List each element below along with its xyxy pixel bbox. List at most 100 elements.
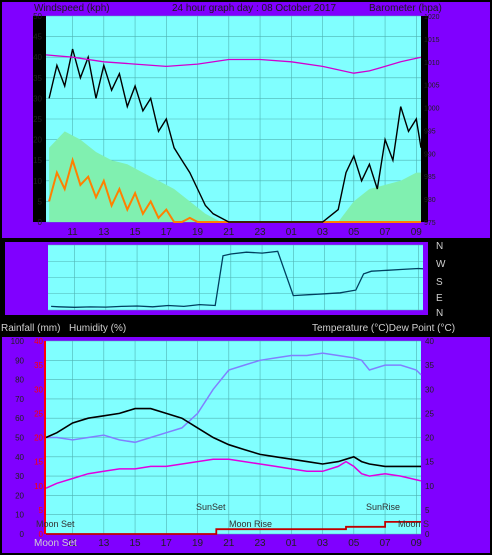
barometer-tick-label: 1020	[424, 14, 440, 21]
wind-tick-label: 20	[33, 136, 42, 145]
time-tick-label: 03	[317, 227, 329, 238]
time-tick-label: 05	[348, 227, 360, 238]
temperature-tick-label: 35	[425, 361, 434, 370]
humidity-tick-label: 30	[15, 472, 24, 481]
barometer-line	[45, 54, 422, 74]
dew-point-line	[45, 458, 422, 489]
temperature-axis-label: Temperature (°C)Dew Point (°C)	[312, 323, 455, 334]
time-tick-label: 15	[130, 538, 142, 549]
sunrise-marker: SunRise	[366, 502, 400, 512]
time-tick-label: 07	[380, 538, 392, 549]
barometer-tick-label: 1010	[424, 60, 440, 67]
rainfall-line	[46, 521, 421, 535]
wind-tick-label: 35	[33, 74, 42, 83]
humidity-tick-label: 80	[15, 376, 24, 385]
top-panel-frame-right	[428, 2, 490, 238]
wind-series	[45, 48, 422, 223]
time-tick-label: 09	[411, 227, 423, 238]
moon-set-marker: Moon Set	[36, 519, 75, 529]
time-tick-label: 01	[286, 227, 298, 238]
time-tick-label: 23	[255, 227, 267, 238]
time-tick-label: 07	[380, 227, 392, 238]
time-tick-label: 19	[192, 227, 204, 238]
barometer-tick-label: 1015	[424, 37, 440, 44]
time-tick-label: 15	[130, 227, 142, 238]
rain-tick-label: 10	[34, 482, 43, 491]
direction-label-n2: N	[436, 308, 443, 319]
time-tick-label: 13	[98, 538, 110, 549]
time-tick-label: 17	[161, 538, 173, 549]
temperature-tick-label: 25	[425, 409, 434, 418]
humidity-tick-label: 50	[15, 434, 24, 443]
rain-tick-label: 25	[34, 409, 43, 418]
temperature-tick-label: 5	[425, 506, 430, 515]
moon-set-right-marker: Moon S	[398, 519, 429, 529]
wind-tick-label: 30	[33, 94, 42, 103]
rain-tick-label: 30	[34, 385, 43, 394]
wind-axis-label: Windspeed (kph)	[34, 3, 110, 14]
humidity-tick-label: 20	[15, 491, 24, 500]
humidity-tick-label: 90	[15, 356, 24, 365]
top-panel-frame-top	[33, 2, 428, 16]
barometer-tick-label: 985	[424, 174, 436, 181]
time-tick-label: 01	[286, 538, 298, 549]
wind-direction-line	[51, 250, 424, 308]
temperature-tick-label: 15	[425, 458, 434, 467]
barometer-axis-label: Barometer (hpa)	[369, 3, 442, 14]
direction-label-w: W	[436, 259, 446, 270]
wind-average-line	[48, 156, 421, 223]
time-tick-label: 11	[67, 538, 78, 549]
wind-tick-label: 5	[38, 197, 43, 206]
wind-tick-label: 50	[33, 12, 42, 21]
wind-tick-label: 15	[33, 156, 42, 165]
rain-tick-label: 40	[34, 337, 43, 346]
time-tick-label: 21	[223, 538, 235, 549]
humidity-line	[46, 352, 422, 444]
direction-series	[51, 250, 424, 308]
temperature-line	[45, 407, 421, 468]
barometer-tick-label: 980	[424, 197, 436, 204]
humidity-tick-label: 70	[15, 395, 24, 404]
wind-tick-label: 45	[33, 33, 42, 42]
moon-set-bottom-label: Moon Set	[34, 538, 77, 549]
time-tick-label: 23	[255, 538, 267, 549]
direction-label-s: S	[436, 277, 443, 288]
axis-ticks: 0510152025303540455097598098599099510001…	[11, 12, 440, 549]
time-tick-label: 09	[411, 538, 423, 549]
direction-label-n1: N	[436, 241, 443, 252]
time-tick-label: 21	[223, 227, 235, 238]
temperature-tick-label: 30	[425, 385, 434, 394]
rain-tick-label: 0	[39, 530, 44, 539]
barometer-tick-label: 1005	[424, 83, 440, 90]
temperature-tick-label: 0	[425, 530, 430, 539]
wind-tick-label: 0	[38, 218, 43, 227]
time-tick-label: 17	[161, 227, 173, 238]
temperature-tick-label: 10	[425, 482, 434, 491]
barometer-tick-label: 990	[424, 151, 436, 158]
wind-tick-label: 25	[33, 115, 42, 124]
wind-speed-line	[48, 48, 422, 223]
temp-series	[45, 352, 422, 535]
rain-tick-label: 20	[34, 434, 43, 443]
direction-label-e: E	[436, 293, 443, 304]
rain-tick-label: 5	[39, 506, 44, 515]
gust-area	[49, 131, 421, 222]
time-tick-label: 19	[192, 538, 204, 549]
time-tick-label: 13	[98, 227, 110, 238]
wind-tick-label: 10	[33, 177, 42, 186]
wind-tick-label: 40	[33, 53, 42, 62]
chart-title: 24 hour graph day : 08 October 2017	[172, 3, 336, 14]
barometer-tick-label: 1000	[424, 106, 440, 113]
sunset-marker: SunSet	[196, 502, 226, 512]
top-panel-frame	[2, 2, 33, 238]
temperature-tick-label: 40	[425, 337, 434, 346]
rainfall-axis-label: Rainfall (mm)	[1, 323, 60, 334]
direction-grid	[48, 244, 423, 311]
top-panel-frame-bottom	[33, 222, 428, 238]
moon-rise-marker: Moon Rise	[229, 519, 272, 529]
rain-tick-label: 15	[34, 458, 43, 467]
humidity-tick-label: 100	[11, 337, 25, 346]
barometer-tick-label: 995	[424, 128, 436, 135]
time-tick-label: 11	[67, 227, 78, 238]
